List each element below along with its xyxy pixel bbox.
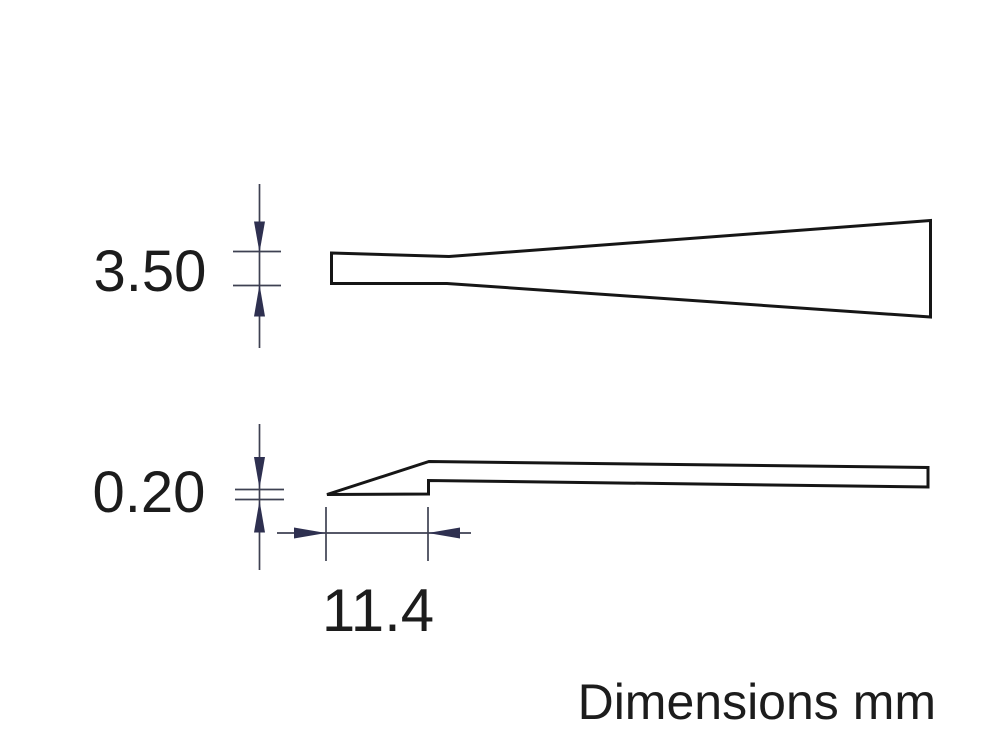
top-view-outline: [330, 218, 932, 319]
dimension-tip-width: 3.50: [94, 184, 281, 348]
tip-width-arrow-down-icon: [254, 221, 265, 253]
dimension-tip-thickness: 0.20: [93, 424, 284, 570]
tip-length-value: 11.4: [322, 577, 434, 644]
units-note: Dimensions mm: [578, 674, 936, 730]
dimension-tip-length: 11.4: [277, 507, 471, 644]
side-view: [326, 459, 930, 496]
tip-thickness-arrow-up-icon: [254, 500, 265, 533]
tip-width-arrow-up-icon: [254, 284, 265, 317]
tip-thickness-value: 0.20: [93, 460, 206, 525]
tip-length-arrow-right-icon: [294, 527, 326, 539]
tip-width-value: 3.50: [94, 239, 207, 304]
top-view: [330, 218, 932, 319]
tip-thickness-arrow-down-icon: [254, 457, 265, 489]
tip-length-arrow-left-icon: [428, 527, 460, 539]
side-view-outline: [326, 459, 930, 496]
